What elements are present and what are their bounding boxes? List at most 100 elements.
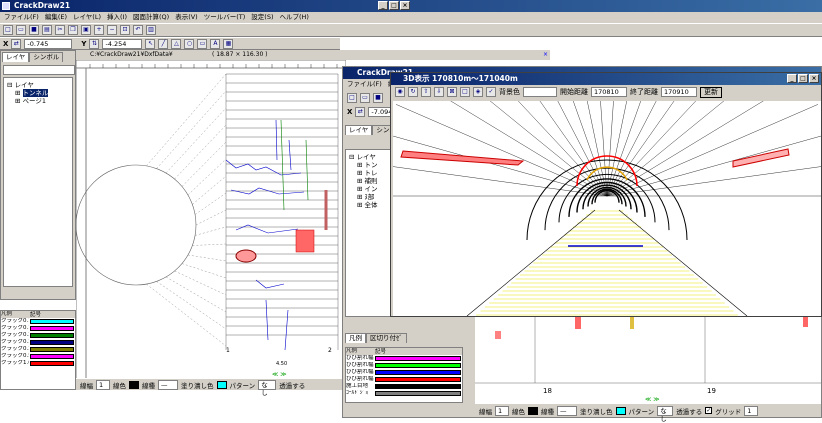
down-icon[interactable]: ⇩: [434, 87, 444, 97]
second-tab-legend[interactable]: 凡例: [345, 333, 366, 343]
layers-icon[interactable]: ◈: [473, 87, 483, 97]
open-icon[interactable]: ▭: [16, 25, 26, 35]
undo-icon[interactable]: ↶: [133, 25, 143, 35]
second-open-icon[interactable]: ▭: [360, 93, 370, 103]
frame-icon[interactable]: ⊠: [447, 87, 457, 97]
zoom-fit-icon[interactable]: ⊡: [120, 25, 130, 35]
table-icon[interactable]: ▦: [223, 38, 234, 49]
second-swap-icon[interactable]: ⇄: [355, 107, 366, 117]
view3d-maximize-button[interactable]: □: [798, 74, 808, 83]
second-tree-node[interactable]: ⊞ トレ: [357, 169, 378, 177]
tree-node-page1[interactable]: ⊞ ページ1: [15, 97, 47, 105]
view3d-minimize-button[interactable]: _: [787, 74, 797, 83]
y-coordinate-field[interactable]: -4.254: [102, 38, 143, 49]
second-fill-swatch[interactable]: [615, 406, 626, 415]
second-tree-node[interactable]: ⊞ イン: [357, 185, 378, 193]
page-nav-arrows[interactable]: ≪ ≫: [272, 371, 286, 378]
second-line-color-swatch[interactable]: [528, 406, 538, 415]
check-icon[interactable]: ✓: [486, 87, 496, 97]
second-line-style-select[interactable]: —: [557, 405, 577, 416]
camera-icon[interactable]: ◉: [395, 87, 405, 97]
update-button[interactable]: 更新: [700, 86, 722, 98]
line-style-select[interactable]: —: [158, 379, 178, 390]
second-pattern-select[interactable]: なし: [657, 405, 674, 423]
x-coordinate-field[interactable]: -0.745: [24, 38, 73, 49]
second-tree-node[interactable]: ⊞ トン: [357, 161, 378, 169]
second-tree-node[interactable]: ⊞ 全体: [357, 201, 378, 209]
second-menu-file[interactable]: ファイル(F): [347, 80, 382, 88]
drawing-canvas[interactable]: 1 2 4.50 ≪ ≫: [76, 60, 346, 380]
fill-color-swatch[interactable]: [216, 380, 227, 389]
blank-icon[interactable]: □: [460, 87, 470, 97]
menu-item[interactable]: ツールバー(T): [203, 13, 246, 21]
maximize-button[interactable]: □: [389, 1, 399, 10]
pattern-select[interactable]: なし: [258, 379, 277, 397]
menu-item[interactable]: 設定(S): [251, 13, 274, 21]
legend-row[interactable]: ひび割れ幅: [346, 369, 462, 376]
second-tab-section[interactable]: 区切り付ｾﾞ: [366, 333, 407, 343]
legend-row[interactable]: クラック0.2mm: [1, 332, 75, 339]
tunnel-3d-view[interactable]: [393, 101, 821, 316]
menu-item[interactable]: 編集(E): [44, 13, 67, 21]
legend-row[interactable]: ひび割れ幅: [346, 362, 462, 369]
second-line-width-field[interactable]: 1: [495, 405, 509, 416]
line-icon[interactable]: ╱: [158, 38, 169, 49]
legend-row[interactable]: 施工目地: [346, 383, 462, 390]
legend-row[interactable]: クラック1.0mm以上: [1, 360, 75, 367]
legend-row[interactable]: ひび割れ幅: [346, 376, 462, 383]
copy-icon[interactable]: ❐: [68, 25, 78, 35]
swap-y-icon[interactable]: ⇅: [89, 38, 100, 49]
transparent-checkbox[interactable]: ✓: [705, 407, 713, 414]
second-nav-arrows[interactable]: ≪ ≫: [645, 396, 659, 403]
menu-item[interactable]: 表示(V): [175, 13, 198, 21]
swap-icon[interactable]: ⇄: [11, 38, 22, 49]
menu-item[interactable]: レイヤ(L): [73, 13, 101, 21]
legend-row[interactable]: クラック0.1mm: [1, 325, 75, 332]
save-icon[interactable]: ■: [29, 25, 39, 35]
circle-icon[interactable]: ○: [184, 38, 195, 49]
second-tree-node[interactable]: ⊟ レイヤ: [349, 153, 376, 161]
cut-icon[interactable]: ✂: [55, 25, 65, 35]
bg-color-select[interactable]: [523, 87, 557, 97]
second-tab-layer[interactable]: レイヤ: [345, 125, 373, 135]
legend-row[interactable]: クラック0.3mm: [1, 339, 75, 346]
tab-layer[interactable]: レイヤ: [2, 52, 30, 62]
paste-icon[interactable]: ▣: [81, 25, 91, 35]
menu-item[interactable]: 挿入(I): [107, 13, 127, 21]
grid-field[interactable]: 1: [744, 405, 759, 416]
print-icon[interactable]: ▤: [42, 25, 52, 35]
start-distance-field[interactable]: 170810: [591, 87, 627, 97]
second-new-icon[interactable]: □: [347, 93, 357, 103]
legend-row[interactable]: クラック0.3〜0.4: [1, 346, 75, 353]
minimize-button[interactable]: _: [378, 1, 388, 10]
legend-row[interactable]: クラック0.1mm未満: [1, 318, 75, 325]
second-tree-node[interactable]: ⊞ 補則: [357, 177, 378, 185]
close-button[interactable]: ×: [400, 1, 410, 10]
second-canvas[interactable]: 18 19 ≪ ≫: [475, 311, 821, 403]
menu-item[interactable]: ファイル(F): [4, 13, 39, 21]
legend-row[interactable]: ｺｰﾙﾄﾞｼﾞｮ: [346, 390, 462, 397]
line-width-field[interactable]: 1: [96, 379, 110, 390]
tree-node-tunnel[interactable]: ⊞ トンネル: [15, 89, 49, 97]
new-icon[interactable]: □: [3, 25, 13, 35]
rotate-icon[interactable]: ↻: [408, 87, 418, 97]
polygon-icon[interactable]: △: [171, 38, 182, 49]
doc-close-icon[interactable]: ×: [542, 51, 548, 58]
legend-row[interactable]: クラック0.5〜1.0: [1, 353, 75, 360]
menu-item[interactable]: ヘルプ(H): [279, 13, 309, 21]
menu-item[interactable]: 図面計算(Q): [133, 13, 170, 21]
chart-icon[interactable]: ▥: [146, 25, 156, 35]
second-tree-node[interactable]: ⊞ ﾇ部: [357, 193, 375, 201]
zoom-in-icon[interactable]: +: [94, 25, 104, 35]
tab-symbol[interactable]: シンボル: [29, 52, 64, 62]
rect-icon[interactable]: ▭: [197, 38, 208, 49]
line-color-swatch[interactable]: [129, 380, 139, 389]
second-save-icon[interactable]: ■: [373, 93, 383, 103]
zoom-out-icon[interactable]: −: [107, 25, 117, 35]
view3d-close-button[interactable]: ×: [809, 74, 819, 83]
pointer-icon[interactable]: ↖: [145, 38, 156, 49]
legend-row[interactable]: ひび割れ幅: [346, 355, 462, 362]
text-icon[interactable]: A: [210, 38, 221, 49]
up-icon[interactable]: ⇧: [421, 87, 431, 97]
layer-dropdown[interactable]: [3, 65, 75, 75]
